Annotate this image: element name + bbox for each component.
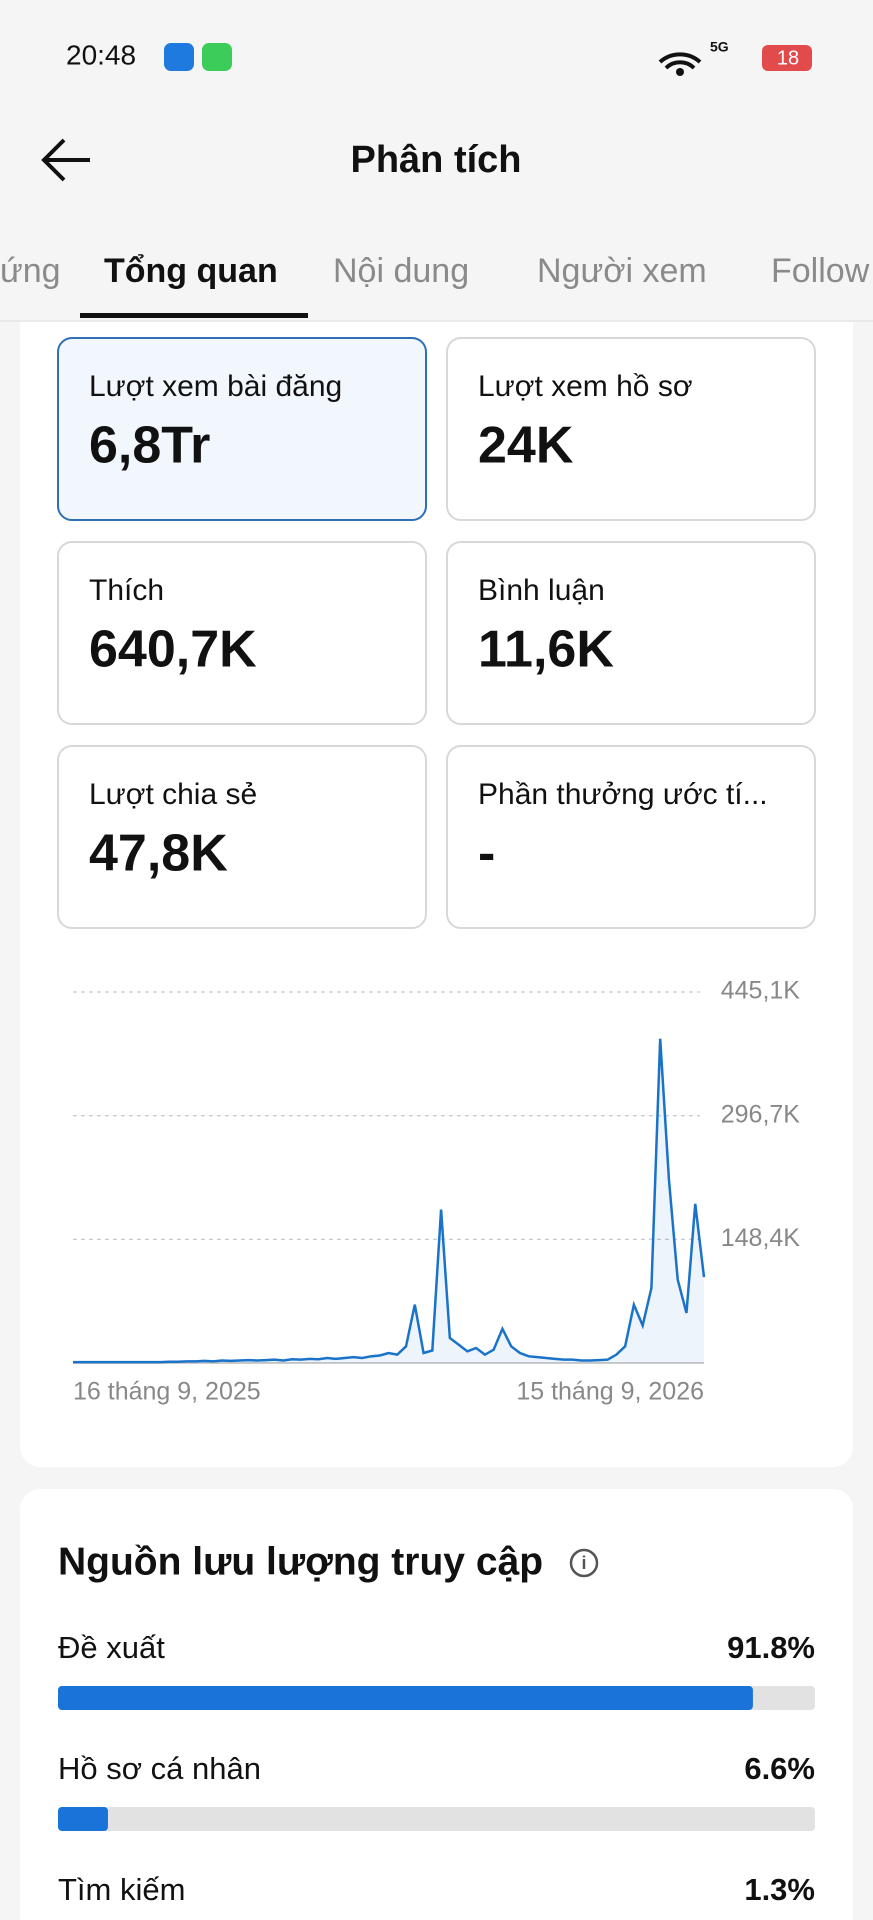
metric-label: Bình luận xyxy=(478,574,605,607)
x-tick-label: 16 tháng 9, 2025 xyxy=(73,1378,261,1406)
source-label: Tìm kiếm xyxy=(58,1872,185,1907)
wifi-icon xyxy=(676,68,684,76)
section-title: Nguồn lưu lượng truy cập xyxy=(58,1540,543,1583)
bar xyxy=(58,1686,753,1710)
source-value: 1.3% xyxy=(744,1872,815,1907)
tab[interactable]: Tổng quan xyxy=(104,252,278,290)
tab-bar: ứng Tổng quan Nội dung Người xem Follow xyxy=(0,252,870,290)
metric-label: Phần thưởng ước tí... xyxy=(478,778,768,811)
metric-label: Lượt xem bài đăng xyxy=(89,370,342,403)
metric-value: 640,7K xyxy=(89,621,257,679)
tab[interactable]: Follow xyxy=(771,252,870,290)
tab[interactable]: Nội dung xyxy=(333,252,469,290)
app-icon xyxy=(164,43,194,71)
metric-value: - xyxy=(478,825,495,883)
metric-label: Lượt xem hồ sơ xyxy=(478,370,693,403)
metric-value: 11,6K xyxy=(478,621,614,679)
metric-value: 24K xyxy=(478,417,574,475)
metric-card[interactable] xyxy=(57,745,427,929)
wifi-icon xyxy=(658,52,702,70)
source-value: 91.8% xyxy=(727,1630,815,1665)
source-label: Hồ sơ cá nhân xyxy=(58,1751,261,1786)
back-button[interactable] xyxy=(41,138,90,182)
source-label: Đề xuất xyxy=(58,1630,165,1665)
info-icon[interactable] xyxy=(569,1548,599,1578)
y-tick-label: 148,4K xyxy=(721,1224,801,1252)
info-icon: i xyxy=(581,1553,586,1573)
top-bar xyxy=(0,0,873,322)
x-tick-label: 15 tháng 9, 2026 xyxy=(516,1378,704,1406)
battery-level: 18 xyxy=(777,47,799,69)
bar-track xyxy=(58,1807,815,1831)
line xyxy=(73,1038,706,1364)
metric-value: 6,8Tr xyxy=(89,417,210,475)
metric-card[interactable] xyxy=(446,541,816,725)
y-tick-label: 445,1K xyxy=(721,977,801,1005)
metric-label: Thích xyxy=(89,574,164,607)
page-title: Phân tích xyxy=(350,139,521,181)
bar xyxy=(58,1807,108,1831)
tab-indicator xyxy=(80,313,308,318)
time: 20:48 xyxy=(66,39,136,70)
app-icon xyxy=(202,43,232,71)
battery xyxy=(762,45,812,71)
metric-value: 47,8K xyxy=(89,825,228,883)
metric-card[interactable] xyxy=(57,541,427,725)
metric-card[interactable] xyxy=(446,337,816,521)
area xyxy=(73,1038,704,1363)
y-tick-label: 296,7K xyxy=(721,1100,801,1128)
tab[interactable]: ứng xyxy=(0,252,61,290)
metric-card[interactable] xyxy=(57,337,427,521)
metric-card[interactable] xyxy=(446,745,816,929)
tab[interactable]: Người xem xyxy=(537,252,707,290)
metric-label: Lượt chia sẻ xyxy=(89,778,257,811)
network: 5G xyxy=(710,39,729,55)
source-value: 6.6% xyxy=(744,1751,815,1786)
